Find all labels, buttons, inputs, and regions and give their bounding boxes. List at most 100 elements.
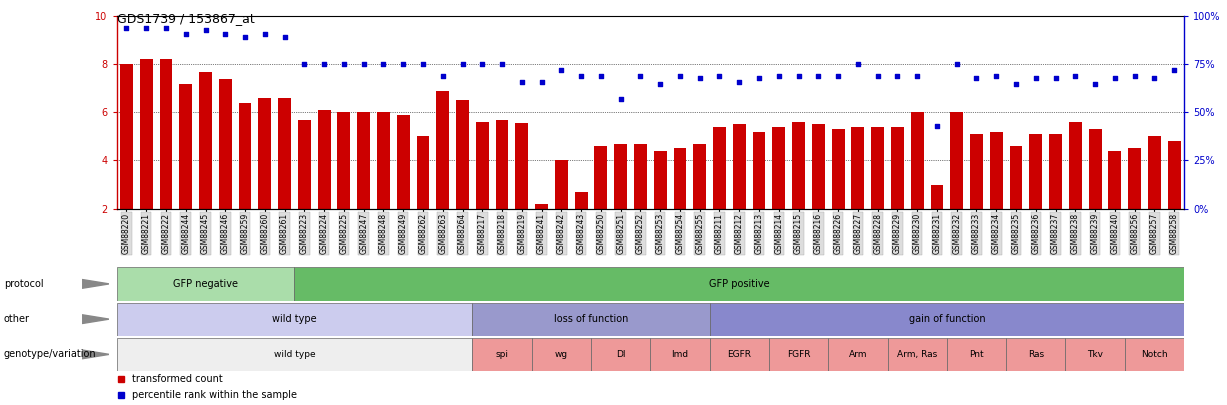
- Bar: [1010, 146, 1022, 209]
- Bar: [357, 112, 371, 209]
- Text: loss of function: loss of function: [553, 314, 628, 324]
- Bar: [337, 112, 351, 209]
- Bar: [259, 98, 271, 209]
- Point: [789, 72, 809, 79]
- Text: Dl: Dl: [616, 350, 626, 359]
- Bar: [887, 338, 947, 371]
- Point: [1106, 75, 1125, 81]
- Bar: [1049, 134, 1063, 209]
- Bar: [117, 267, 294, 301]
- Point: [314, 61, 334, 68]
- Bar: [793, 122, 805, 209]
- Bar: [1125, 338, 1184, 371]
- Bar: [709, 303, 1184, 336]
- Bar: [117, 338, 472, 371]
- Bar: [832, 129, 844, 209]
- Point: [1045, 75, 1065, 81]
- Bar: [591, 338, 650, 371]
- Point: [1085, 80, 1104, 87]
- Point: [1065, 72, 1085, 79]
- Bar: [930, 185, 944, 209]
- Text: spi: spi: [496, 350, 508, 359]
- Point: [512, 79, 531, 85]
- Bar: [1029, 134, 1042, 209]
- Point: [967, 75, 987, 81]
- Bar: [1069, 122, 1082, 209]
- Bar: [396, 115, 410, 209]
- Point: [867, 72, 887, 79]
- Bar: [535, 204, 548, 209]
- Text: Tkv: Tkv: [1087, 350, 1103, 359]
- Point: [156, 24, 175, 31]
- Text: Arm, Ras: Arm, Ras: [897, 350, 937, 359]
- Bar: [947, 338, 1006, 371]
- Point: [353, 61, 373, 68]
- Text: GFP negative: GFP negative: [173, 279, 238, 289]
- Text: wild type: wild type: [274, 350, 315, 359]
- Text: EGFR: EGFR: [728, 350, 751, 359]
- Bar: [1148, 136, 1161, 209]
- Text: Arm: Arm: [849, 350, 867, 359]
- Polygon shape: [82, 279, 109, 288]
- Bar: [298, 119, 310, 209]
- Bar: [812, 124, 825, 209]
- Point: [216, 30, 236, 37]
- Bar: [891, 127, 904, 209]
- Point: [294, 61, 314, 68]
- Bar: [531, 338, 591, 371]
- Point: [1026, 75, 1045, 81]
- Point: [175, 30, 195, 37]
- Bar: [1128, 149, 1141, 209]
- Bar: [140, 60, 152, 209]
- Point: [334, 61, 353, 68]
- Bar: [772, 127, 785, 209]
- Bar: [472, 338, 531, 371]
- Bar: [990, 132, 1002, 209]
- Bar: [476, 122, 488, 209]
- Point: [551, 67, 571, 73]
- Point: [729, 79, 748, 85]
- Bar: [1006, 338, 1065, 371]
- Point: [1164, 67, 1184, 73]
- Point: [195, 26, 216, 33]
- Bar: [674, 149, 686, 209]
- Bar: [1168, 141, 1180, 209]
- Point: [433, 72, 453, 79]
- Text: GFP positive: GFP positive: [709, 279, 769, 289]
- Point: [750, 75, 769, 81]
- Bar: [117, 303, 472, 336]
- Polygon shape: [82, 315, 109, 324]
- Bar: [456, 100, 469, 209]
- Bar: [693, 144, 707, 209]
- Point: [531, 79, 551, 85]
- Text: Notch: Notch: [1141, 350, 1168, 359]
- Bar: [733, 124, 746, 209]
- Point: [236, 34, 255, 40]
- Text: protocol: protocol: [4, 279, 43, 289]
- Text: Imd: Imd: [671, 350, 688, 359]
- Bar: [634, 144, 647, 209]
- Bar: [752, 132, 766, 209]
- Point: [928, 123, 947, 129]
- Point: [690, 75, 709, 81]
- Bar: [654, 151, 666, 209]
- Point: [987, 72, 1006, 79]
- Bar: [1088, 129, 1102, 209]
- Bar: [416, 136, 429, 209]
- Point: [453, 61, 472, 68]
- Bar: [950, 112, 963, 209]
- Bar: [294, 267, 1184, 301]
- Point: [373, 61, 393, 68]
- Point: [394, 61, 413, 68]
- Text: genotype/variation: genotype/variation: [4, 350, 96, 359]
- Bar: [472, 303, 709, 336]
- Point: [255, 30, 275, 37]
- Point: [117, 24, 136, 31]
- Text: other: other: [4, 314, 29, 324]
- Point: [650, 80, 670, 87]
- Bar: [238, 103, 252, 209]
- Point: [887, 72, 907, 79]
- Bar: [650, 338, 709, 371]
- Text: percentile rank within the sample: percentile rank within the sample: [131, 390, 297, 400]
- Text: gain of function: gain of function: [908, 314, 985, 324]
